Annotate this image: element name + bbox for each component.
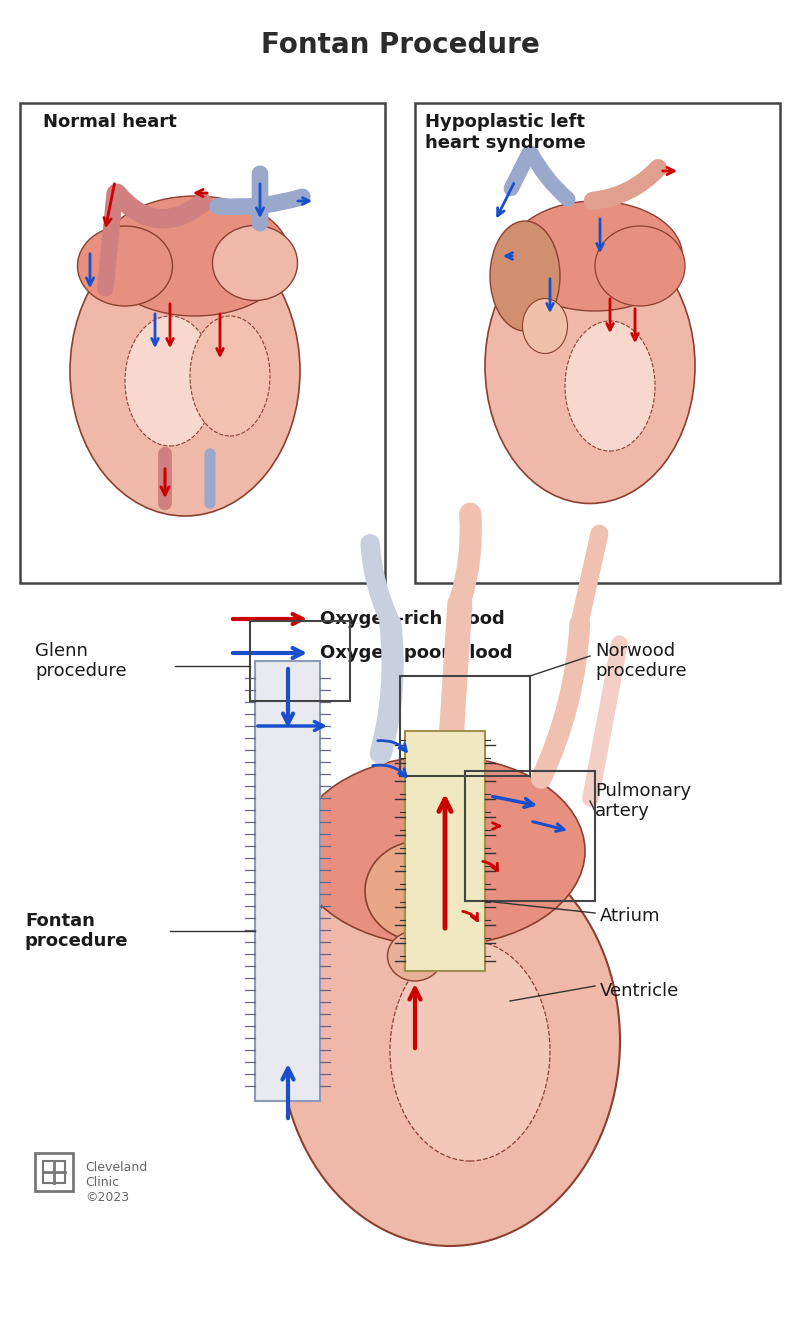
- Bar: [35, 1153, 73, 1191]
- Ellipse shape: [213, 225, 298, 301]
- Bar: [465, 771, 595, 901]
- FancyArrowPatch shape: [381, 624, 393, 753]
- Ellipse shape: [100, 196, 290, 315]
- Bar: [255, 662, 320, 1101]
- Bar: [400, 676, 530, 776]
- Text: Cleveland
Clinic
©2023: Cleveland Clinic ©2023: [85, 1161, 147, 1205]
- FancyArrowPatch shape: [461, 514, 471, 599]
- Ellipse shape: [70, 226, 300, 516]
- Ellipse shape: [485, 229, 695, 503]
- Ellipse shape: [490, 221, 560, 331]
- Ellipse shape: [595, 226, 685, 306]
- Bar: [43, 1161, 65, 1183]
- Ellipse shape: [365, 841, 475, 941]
- Text: Oxygen-rich blood: Oxygen-rich blood: [320, 610, 505, 628]
- Text: Oxygen-poor blood: Oxygen-poor blood: [320, 644, 513, 662]
- Text: Hypoplastic left
heart syndrome: Hypoplastic left heart syndrome: [425, 113, 586, 152]
- FancyArrowPatch shape: [218, 197, 302, 206]
- Bar: [250, 622, 350, 701]
- FancyArrowPatch shape: [511, 153, 529, 189]
- Ellipse shape: [507, 201, 682, 311]
- Ellipse shape: [125, 315, 215, 446]
- FancyArrowPatch shape: [531, 153, 568, 200]
- Text: Atrium: Atrium: [600, 906, 661, 925]
- Bar: [20, 102, 385, 583]
- FancyArrowPatch shape: [541, 624, 580, 779]
- Ellipse shape: [565, 321, 655, 451]
- Text: Norwood
procedure: Norwood procedure: [595, 642, 686, 680]
- Ellipse shape: [295, 756, 585, 946]
- FancyArrowPatch shape: [106, 194, 114, 289]
- Text: Ventricle: Ventricle: [600, 982, 679, 1000]
- Text: Fontan Procedure: Fontan Procedure: [261, 31, 539, 59]
- Ellipse shape: [387, 930, 442, 981]
- Ellipse shape: [280, 836, 620, 1246]
- Text: Normal heart: Normal heart: [43, 113, 177, 130]
- Ellipse shape: [522, 298, 567, 354]
- Text: Pulmonary
artery: Pulmonary artery: [595, 781, 691, 820]
- Polygon shape: [405, 741, 485, 972]
- Ellipse shape: [190, 315, 270, 437]
- FancyArrowPatch shape: [581, 534, 599, 619]
- Bar: [415, 102, 780, 583]
- FancyArrowPatch shape: [450, 604, 460, 753]
- FancyArrowPatch shape: [590, 644, 619, 799]
- FancyArrowPatch shape: [117, 193, 203, 218]
- Text: Glenn
procedure: Glenn procedure: [35, 642, 126, 680]
- Ellipse shape: [78, 226, 173, 306]
- Bar: [405, 731, 485, 972]
- FancyArrowPatch shape: [593, 168, 658, 201]
- Text: Fontan
procedure: Fontan procedure: [25, 912, 129, 950]
- FancyArrowPatch shape: [370, 544, 389, 619]
- Ellipse shape: [390, 941, 550, 1161]
